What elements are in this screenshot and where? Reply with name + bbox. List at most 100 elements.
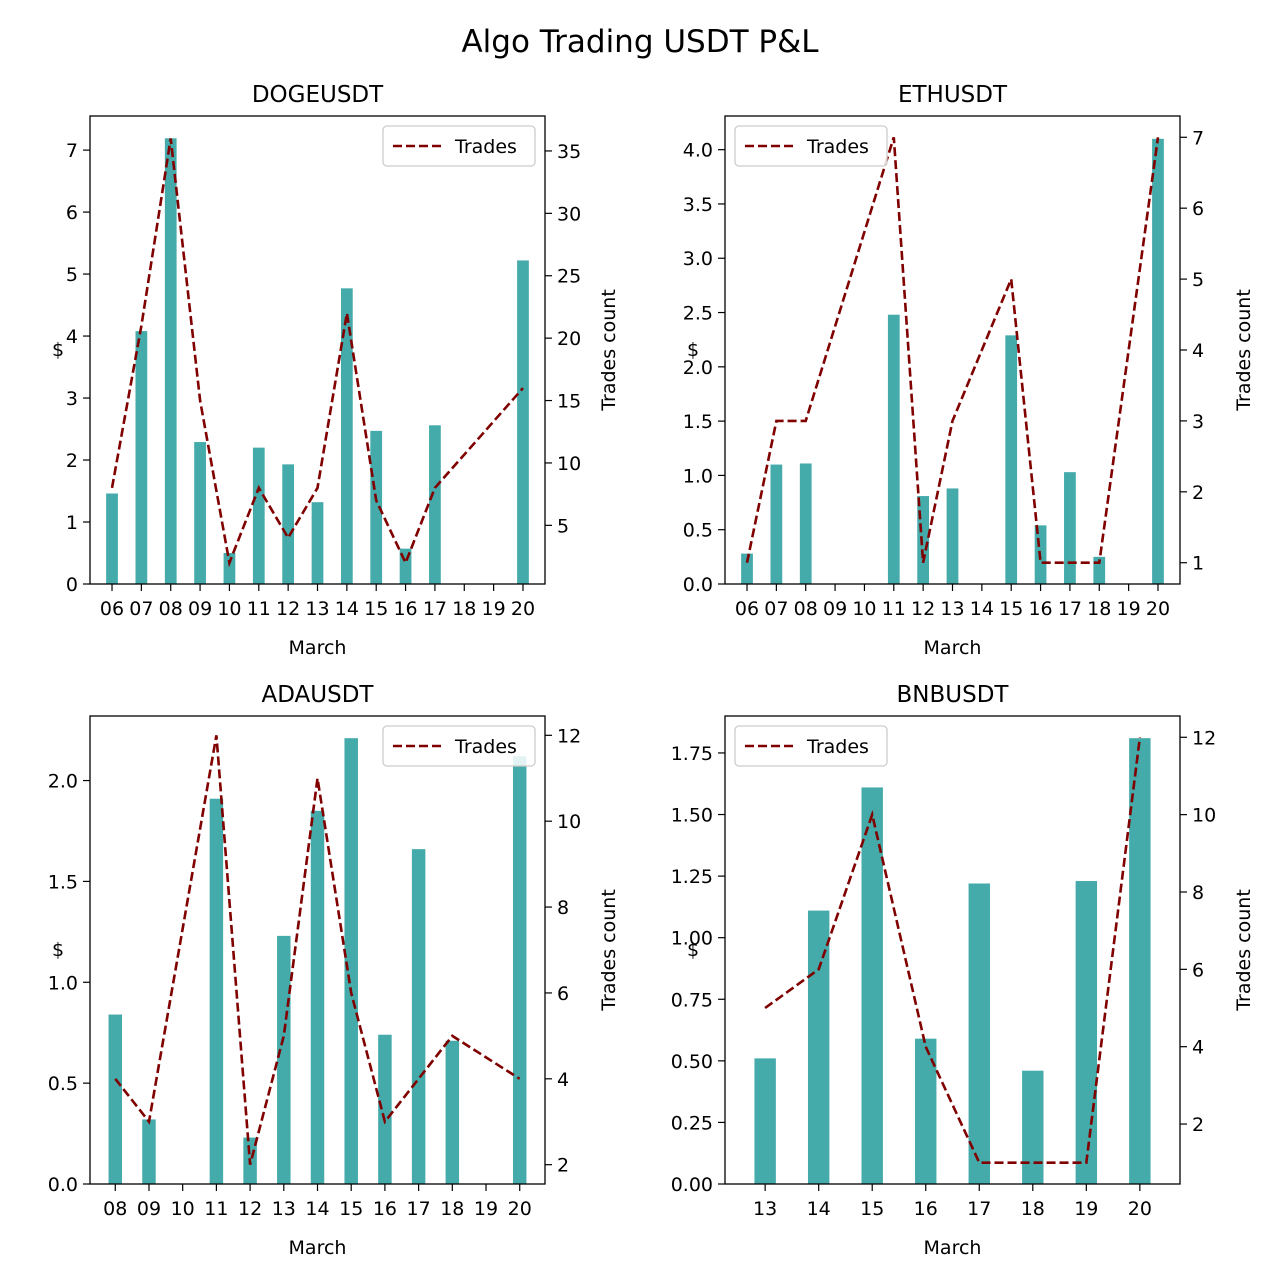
bar-13 <box>946 488 959 584</box>
x-tick-label: 14 <box>807 1198 831 1220</box>
bar-13 <box>754 1058 776 1184</box>
x-tick-label: 16 <box>1028 598 1052 620</box>
x-tick-label: 10 <box>171 1198 195 1220</box>
bar-13 <box>311 502 324 584</box>
y-tick-label: 0.0 <box>48 1174 78 1196</box>
y-tick-label: 1.00 <box>671 928 713 950</box>
bar-11 <box>252 447 265 584</box>
x-tick-label: 15 <box>339 1198 363 1220</box>
y-tick-label: 3 <box>66 388 78 410</box>
y2-tick-label: 1 <box>1192 553 1204 575</box>
bar-16 <box>915 1038 937 1184</box>
x-tick-label: 20 <box>511 598 535 620</box>
bar-15 <box>370 430 383 584</box>
y-tick-label: 2 <box>66 450 78 472</box>
x-tick-label: 09 <box>137 1198 161 1220</box>
y2-tick-label: 6 <box>1192 959 1204 981</box>
x-axis-label: March <box>289 637 347 659</box>
bar-18 <box>1022 1070 1044 1184</box>
x-tick-label: 17 <box>967 1198 991 1220</box>
bar-08 <box>108 1014 123 1184</box>
y2-axis-label: Trades count <box>1233 289 1255 412</box>
bar-16 <box>378 1034 392 1184</box>
y-tick-label: 0.5 <box>48 1073 78 1095</box>
y2-tick-label: 20 <box>557 328 581 350</box>
y-tick-label: 2.0 <box>48 771 78 793</box>
x-tick-label: 18 <box>440 1198 464 1220</box>
bar-14 <box>340 288 353 584</box>
subplot-title: BNBUSDT <box>897 682 1010 708</box>
y2-tick-label: 35 <box>557 141 581 163</box>
y-tick-label: 0 <box>66 574 78 596</box>
bar-16 <box>399 548 412 584</box>
y2-tick-label: 3 <box>1192 411 1204 433</box>
x-tick-label: 14 <box>305 1198 329 1220</box>
x-tick-label: 18 <box>1021 1198 1045 1220</box>
x-tick-label: 10 <box>217 598 241 620</box>
x-tick-label: 12 <box>238 1198 262 1220</box>
legend-box <box>382 125 536 167</box>
bar-20 <box>1152 138 1164 584</box>
x-tick-label: 09 <box>823 598 847 620</box>
y2-tick-label: 25 <box>557 266 581 288</box>
x-tick-label: 20 <box>1146 598 1170 620</box>
legend-label: Trades <box>454 736 517 758</box>
x-tick-label: 13 <box>305 598 329 620</box>
y-axis-label: $ <box>52 939 64 961</box>
x-tick-label: 15 <box>364 598 388 620</box>
bar-17 <box>968 883 990 1184</box>
y2-tick-label: 6 <box>557 983 569 1005</box>
y-tick-label: 0.50 <box>671 1051 713 1073</box>
bar-06 <box>106 493 118 584</box>
x-tick-label: 20 <box>508 1198 532 1220</box>
y2-tick-label: 15 <box>557 391 581 413</box>
bar-19 <box>1075 881 1098 1184</box>
x-tick-label: 07 <box>764 598 788 620</box>
bar-14 <box>310 810 325 1184</box>
bar-09 <box>142 1119 156 1184</box>
x-tick-label: 20 <box>1128 1198 1152 1220</box>
x-tick-label: 16 <box>914 1198 938 1220</box>
bar-17 <box>429 425 441 584</box>
y-tick-label: 1.75 <box>671 743 713 765</box>
x-tick-label: 10 <box>852 598 876 620</box>
x-tick-label: 19 <box>482 598 506 620</box>
x-tick-label: 19 <box>474 1198 498 1220</box>
y2-tick-label: 30 <box>557 203 581 225</box>
x-tick-label: 16 <box>393 598 417 620</box>
x-tick-label: 17 <box>423 598 447 620</box>
y-tick-label: 2.5 <box>683 303 713 325</box>
x-tick-label: 12 <box>276 598 300 620</box>
x-tick-label: 13 <box>940 598 964 620</box>
bar-17 <box>1064 472 1076 584</box>
x-tick-label: 17 <box>407 1198 431 1220</box>
y2-tick-label: 4 <box>1192 1037 1204 1059</box>
y2-tick-label: 4 <box>557 1069 569 1091</box>
bar-07 <box>770 464 783 584</box>
x-tick-label: 13 <box>272 1198 296 1220</box>
y2-tick-label: 6 <box>1192 198 1204 220</box>
bar-11 <box>887 314 900 584</box>
y2-tick-label: 2 <box>1192 482 1204 504</box>
bar-07 <box>135 331 148 584</box>
bar-08 <box>799 463 812 584</box>
x-tick-label: 06 <box>735 598 759 620</box>
bar-09 <box>194 442 206 584</box>
trades-line <box>114 735 521 1166</box>
x-tick-label: 08 <box>159 598 183 620</box>
y-tick-label: 4 <box>66 326 78 348</box>
y2-tick-label: 7 <box>1192 127 1204 149</box>
x-tick-label: 18 <box>1087 598 1111 620</box>
y-tick-label: 6 <box>66 202 78 224</box>
y-tick-label: 0.5 <box>683 520 713 542</box>
y-tick-label: 3.5 <box>683 194 713 216</box>
bar-15 <box>344 738 358 1184</box>
subplot-title: ADAUSDT <box>262 682 375 708</box>
y-tick-label: 2.0 <box>683 357 713 379</box>
subplot-title: ETHUSDT <box>898 82 1008 108</box>
y2-tick-label: 10 <box>557 811 581 833</box>
x-tick-label: 12 <box>911 598 935 620</box>
y2-tick-label: 12 <box>557 725 581 747</box>
x-axis-label: March <box>924 1237 982 1259</box>
x-tick-label: 13 <box>753 1198 777 1220</box>
